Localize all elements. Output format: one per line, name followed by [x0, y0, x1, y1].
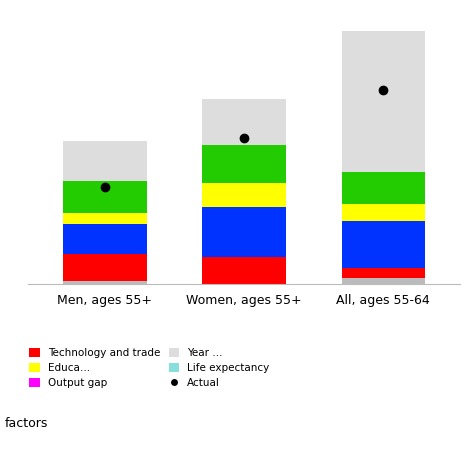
Bar [202, 145, 286, 183]
Bar [63, 254, 147, 281]
Bar [202, 207, 286, 257]
Bar [341, 221, 425, 267]
Bar [202, 99, 286, 145]
Legend: Technology and trade, Educa…, Output gap, Year …, Life expectancy, Actual: Technology and trade, Educa…, Output gap… [25, 344, 274, 392]
Bar [63, 225, 147, 254]
Bar [341, 278, 425, 284]
Bar [341, 31, 425, 172]
Bar [202, 183, 286, 207]
Bar [63, 141, 147, 182]
Bar [63, 213, 147, 225]
Bar [341, 172, 425, 204]
Bar [63, 182, 147, 213]
Text: factors: factors [5, 417, 48, 429]
Bar [202, 257, 286, 284]
Bar [63, 281, 147, 284]
Bar [341, 204, 425, 221]
Bar [341, 267, 425, 278]
